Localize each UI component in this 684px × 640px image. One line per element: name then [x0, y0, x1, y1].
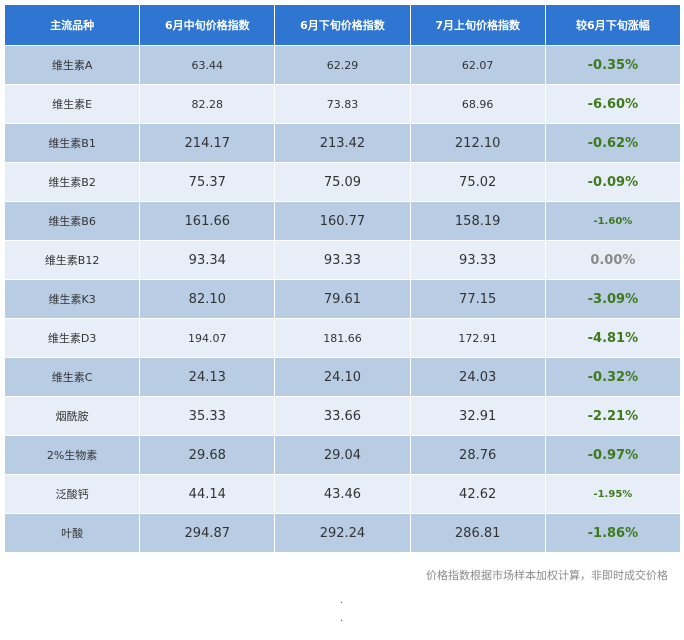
- mid-june-cell: 82.28: [139, 84, 276, 124]
- variety-cell: 维生素B6: [3, 201, 141, 241]
- early-july-cell: 42.62: [409, 474, 546, 514]
- early-july-cell: 28.76: [409, 435, 546, 475]
- early-july-cell: 24.03: [409, 357, 546, 397]
- late-june-cell: 292.24: [274, 513, 411, 553]
- table-row: 维生素K3 82.10 79.61 77.15 -3.09%: [3, 279, 682, 319]
- variety-cell: 叶酸: [3, 513, 141, 553]
- table-row: 维生素B6 161.66 160.77 158.19 -1.60%: [3, 201, 682, 241]
- variety-cell: 2%生物素: [3, 435, 141, 475]
- change-cell: -0.35%: [544, 45, 682, 85]
- price-index-note: 价格指数根据市场样本加权计算，非即时成交价格: [426, 569, 668, 582]
- table-row: 维生素A 63.44 62.29 62.07 -0.35%: [3, 45, 682, 85]
- change-cell: -1.86%: [544, 513, 682, 553]
- early-july-cell: 286.81: [409, 513, 546, 553]
- early-july-cell: 77.15: [409, 279, 546, 319]
- mid-june-cell: 294.87: [139, 513, 276, 553]
- early-july-cell: 68.96: [409, 84, 546, 124]
- mid-june-cell: 214.17: [139, 123, 276, 163]
- late-june-cell: 43.46: [274, 474, 411, 514]
- late-june-cell: 62.29: [274, 45, 411, 85]
- early-july-cell: 212.10: [409, 123, 546, 163]
- variety-cell: 维生素A: [3, 45, 141, 85]
- mid-june-cell: 161.66: [139, 201, 276, 241]
- table-header-row: 主流品种 6月中旬价格指数 6月下旬价格指数 7月上旬价格指数 较6月下旬涨幅: [3, 4, 682, 46]
- variety-cell: 维生素C: [3, 357, 141, 397]
- early-july-cell: 32.91: [409, 396, 546, 436]
- change-cell: 0.00%: [544, 240, 682, 280]
- mid-june-cell: 24.13: [139, 357, 276, 397]
- header-variety: 主流品种: [3, 4, 141, 46]
- header-mid-june-index: 6月中旬价格指数: [139, 4, 276, 46]
- header-change-vs-late-june: 较6月下旬涨幅: [544, 4, 682, 46]
- table-row: 维生素C 24.13 24.10 24.03 -0.32%: [3, 357, 682, 397]
- late-june-cell: 160.77: [274, 201, 411, 241]
- change-cell: -6.60%: [544, 84, 682, 124]
- mid-june-cell: 44.14: [139, 474, 276, 514]
- late-june-cell: 79.61: [274, 279, 411, 319]
- change-cell: -1.95%: [544, 474, 682, 514]
- table-row: 烟酰胺 35.33 33.66 32.91 -2.21%: [3, 396, 682, 436]
- table-row: 维生素B12 93.34 93.33 93.33 0.00%: [3, 240, 682, 280]
- price-index-table: 主流品种 6月中旬价格指数 6月下旬价格指数 7月上旬价格指数 较6月下旬涨幅 …: [3, 4, 682, 553]
- change-cell: -1.60%: [544, 201, 682, 241]
- variety-cell: 维生素B1: [3, 123, 141, 163]
- table-row: 维生素B1 214.17 213.42 212.10 -0.62%: [3, 123, 682, 163]
- late-june-cell: 73.83: [274, 84, 411, 124]
- header-late-june-index: 6月下旬价格指数: [274, 4, 411, 46]
- late-june-cell: 75.09: [274, 162, 411, 202]
- early-july-cell: 62.07: [409, 45, 546, 85]
- change-cell: -0.09%: [544, 162, 682, 202]
- header-early-july-index: 7月上旬价格指数: [409, 4, 546, 46]
- table-row: 维生素E 82.28 73.83 68.96 -6.60%: [3, 84, 682, 124]
- late-june-cell: 213.42: [274, 123, 411, 163]
- late-june-cell: 24.10: [274, 357, 411, 397]
- table-row: 2%生物素 29.68 29.04 28.76 -0.97%: [3, 435, 682, 475]
- late-june-cell: 33.66: [274, 396, 411, 436]
- change-cell: -0.97%: [544, 435, 682, 475]
- variety-cell: 维生素B12: [3, 240, 141, 280]
- variety-cell: 泛酸钙: [3, 474, 141, 514]
- late-june-cell: 93.33: [274, 240, 411, 280]
- change-cell: -2.21%: [544, 396, 682, 436]
- variety-cell: 维生素E: [3, 84, 141, 124]
- late-june-cell: 181.66: [274, 318, 411, 358]
- mid-june-cell: 82.10: [139, 279, 276, 319]
- separator-dot: .: [340, 595, 344, 606]
- variety-cell: 维生素B2: [3, 162, 141, 202]
- change-cell: -4.81%: [544, 318, 682, 358]
- variety-cell: 维生素K3: [3, 279, 141, 319]
- table-row: 维生素D3 194.07 181.66 172.91 -4.81%: [3, 318, 682, 358]
- mid-june-cell: 29.68: [139, 435, 276, 475]
- variety-cell: 维生素D3: [3, 318, 141, 358]
- mid-june-cell: 75.37: [139, 162, 276, 202]
- table-row: 维生素B2 75.37 75.09 75.02 -0.09%: [3, 162, 682, 202]
- mid-june-cell: 63.44: [139, 45, 276, 85]
- early-july-cell: 172.91: [409, 318, 546, 358]
- change-cell: -3.09%: [544, 279, 682, 319]
- separator-dot: .: [340, 613, 344, 624]
- late-june-cell: 29.04: [274, 435, 411, 475]
- change-cell: -0.62%: [544, 123, 682, 163]
- table-row: 泛酸钙 44.14 43.46 42.62 -1.95%: [3, 474, 682, 514]
- early-july-cell: 158.19: [409, 201, 546, 241]
- early-july-cell: 75.02: [409, 162, 546, 202]
- table-row: 叶酸 294.87 292.24 286.81 -1.86%: [3, 513, 682, 553]
- mid-june-cell: 93.34: [139, 240, 276, 280]
- early-july-cell: 93.33: [409, 240, 546, 280]
- change-cell: -0.32%: [544, 357, 682, 397]
- mid-june-cell: 35.33: [139, 396, 276, 436]
- mid-june-cell: 194.07: [139, 318, 276, 358]
- variety-cell: 烟酰胺: [3, 396, 141, 436]
